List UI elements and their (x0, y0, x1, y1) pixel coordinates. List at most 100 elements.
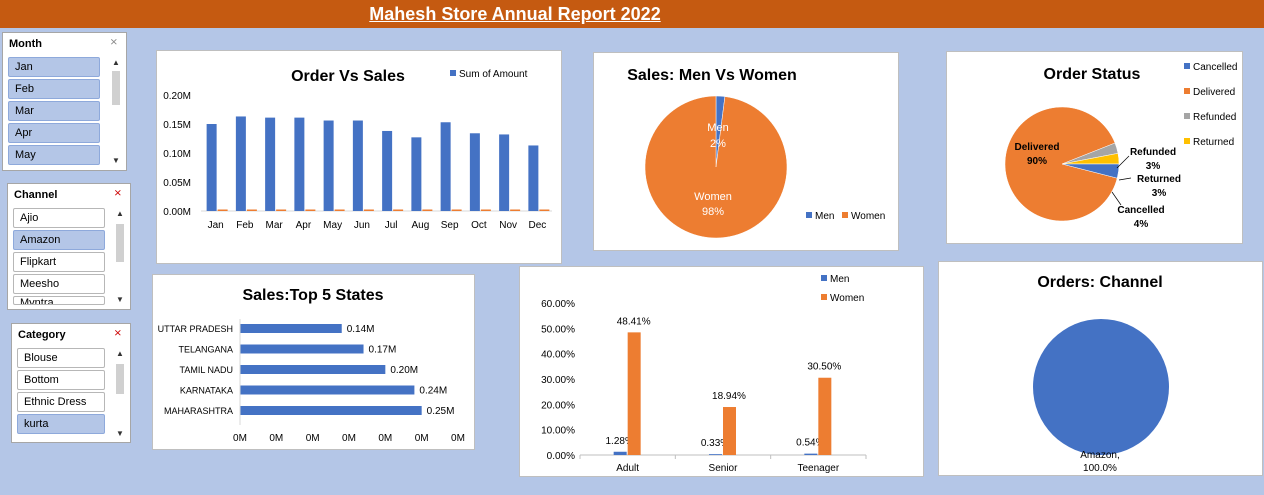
leader-line (1116, 155, 1130, 169)
data-label: 0.24M (419, 386, 447, 397)
x-tick-label: Teenager (797, 463, 839, 474)
bar (206, 124, 217, 211)
bar (363, 209, 374, 211)
bar (240, 324, 342, 333)
pie-slice (1061, 163, 1120, 179)
scrollbar[interactable]: ▲ ▼ (114, 208, 126, 306)
clear-filter-icon[interactable]: ⨯ (109, 37, 118, 48)
x-tick-label: Feb (236, 220, 254, 231)
scrollbar[interactable]: ▲ ▼ (114, 348, 126, 440)
men-vs-women-chart: Sales: Men Vs Women Men 2% Women 98% Men Wome… (593, 52, 899, 251)
legend-swatch (1184, 88, 1190, 94)
slicer-item-bottom[interactable]: Bottom (17, 370, 105, 390)
x-tick-label: Aug (411, 220, 429, 231)
x-tick-label: Apr (296, 220, 312, 231)
bar (499, 134, 510, 211)
data-label: 2% (710, 138, 726, 150)
scroll-thumb[interactable] (116, 364, 124, 394)
scroll-up-icon[interactable]: ▲ (112, 58, 120, 67)
x-tick-label: 0M (342, 433, 356, 444)
data-label: 0.20M (390, 365, 418, 376)
legend-swatch (1184, 63, 1190, 69)
x-tick-label: 0M (415, 433, 429, 444)
slicer-item-ethnic-dress[interactable]: Ethnic Dress (17, 392, 105, 412)
y-tick-label: 0.15M (163, 120, 191, 131)
scroll-thumb[interactable] (112, 71, 120, 105)
x-tick-label: 0M (451, 433, 465, 444)
bar (323, 120, 334, 211)
legend-swatch (450, 70, 456, 76)
data-label: 100.0% (1083, 463, 1117, 474)
data-label: 3% (1152, 188, 1167, 199)
slicer-item-apr[interactable]: Apr (8, 123, 100, 143)
scrollbar[interactable]: ▲ ▼ (110, 57, 122, 167)
slicer-item-kurta[interactable]: kurta (17, 414, 105, 434)
legend-swatch (1184, 113, 1190, 119)
legend-label: Delivered (1193, 87, 1235, 98)
header-bar (0, 0, 1264, 28)
bar (276, 209, 287, 211)
data-label: 0.25M (427, 406, 455, 417)
data-label: Delivered (1014, 142, 1059, 153)
y-tick-label: 0.10M (163, 149, 191, 160)
bar (240, 365, 386, 374)
bar (240, 406, 422, 415)
y-tick-label: UTTAR PRADESH (158, 324, 233, 334)
leader-line (1111, 191, 1122, 206)
legend-swatch (821, 294, 827, 300)
bar (804, 453, 818, 455)
scroll-up-icon[interactable]: ▲ (116, 209, 124, 218)
bar (709, 454, 722, 455)
y-tick-label: 20.00% (541, 400, 575, 411)
scroll-down-icon[interactable]: ▼ (116, 429, 124, 438)
x-tick-label: 0M (306, 433, 320, 444)
scroll-down-icon[interactable]: ▼ (116, 295, 124, 304)
x-tick-label: Dec (528, 220, 546, 231)
slicer-item-myntra[interactable]: Myntra (13, 296, 105, 305)
slicer-item-may[interactable]: May (8, 145, 100, 165)
x-tick-label: Sep (441, 220, 459, 231)
orders-channel-svg: Orders: Channel Amazon, 100.0% (1033, 274, 1169, 474)
bar (393, 209, 404, 211)
slicer-item-mar[interactable]: Mar (8, 101, 100, 121)
legend-label: Men (815, 211, 834, 222)
x-tick-label: Nov (499, 220, 517, 231)
scroll-thumb[interactable] (116, 224, 124, 262)
bar (382, 130, 393, 211)
scroll-up-icon[interactable]: ▲ (116, 349, 124, 358)
slicer-item-ajio[interactable]: Ajio (13, 208, 105, 228)
legend-label: Refunded (1193, 112, 1236, 123)
y-tick-label: 0.00% (547, 451, 575, 462)
y-tick-label: MAHARASHTRA (164, 406, 233, 416)
x-tick-label: Adult (616, 463, 639, 474)
clear-filter-icon[interactable]: ⨯ (113, 328, 122, 339)
legend-swatch (1184, 138, 1190, 144)
y-tick-label: 0.05M (163, 178, 191, 189)
bar (510, 209, 521, 211)
data-label: 1.28% (605, 436, 633, 447)
bar (411, 137, 422, 211)
x-tick-label: 0M (269, 433, 283, 444)
order-status-chart: Order Status Cancelled Delivered Refunded R… (946, 51, 1243, 244)
y-tick-label: 0.20M (163, 91, 191, 102)
pie-slice (1004, 106, 1118, 222)
month-slicer: Month ⨯ Jan Feb Mar Apr May ▲ ▼ (2, 32, 127, 171)
clear-filter-icon[interactable]: ⨯ (113, 188, 122, 199)
slicer-item-blouse[interactable]: Blouse (17, 348, 105, 368)
x-tick-label: May (323, 220, 342, 231)
legend-label: Sum of Amount (459, 69, 528, 80)
bar (240, 385, 415, 395)
bar (451, 209, 462, 211)
chart-title: Order Status (1044, 66, 1141, 83)
legend-label: Returned (1193, 137, 1234, 148)
slicer-item-amazon[interactable]: Amazon (13, 230, 105, 250)
slicer-item-meesho[interactable]: Meesho (13, 274, 105, 294)
slicer-item-feb[interactable]: Feb (8, 79, 100, 99)
legend-swatch (842, 212, 848, 218)
slicer-item-jan[interactable]: Jan (8, 57, 100, 77)
data-label: Cancelled (1117, 205, 1164, 216)
scroll-down-icon[interactable]: ▼ (112, 156, 120, 165)
top-states-svg: Sales:Top 5 States UTTAR PRADESH 0.14M TEL… (158, 287, 465, 444)
y-tick-label: 50.00% (541, 324, 575, 335)
slicer-item-flipkart[interactable]: Flipkart (13, 252, 105, 272)
